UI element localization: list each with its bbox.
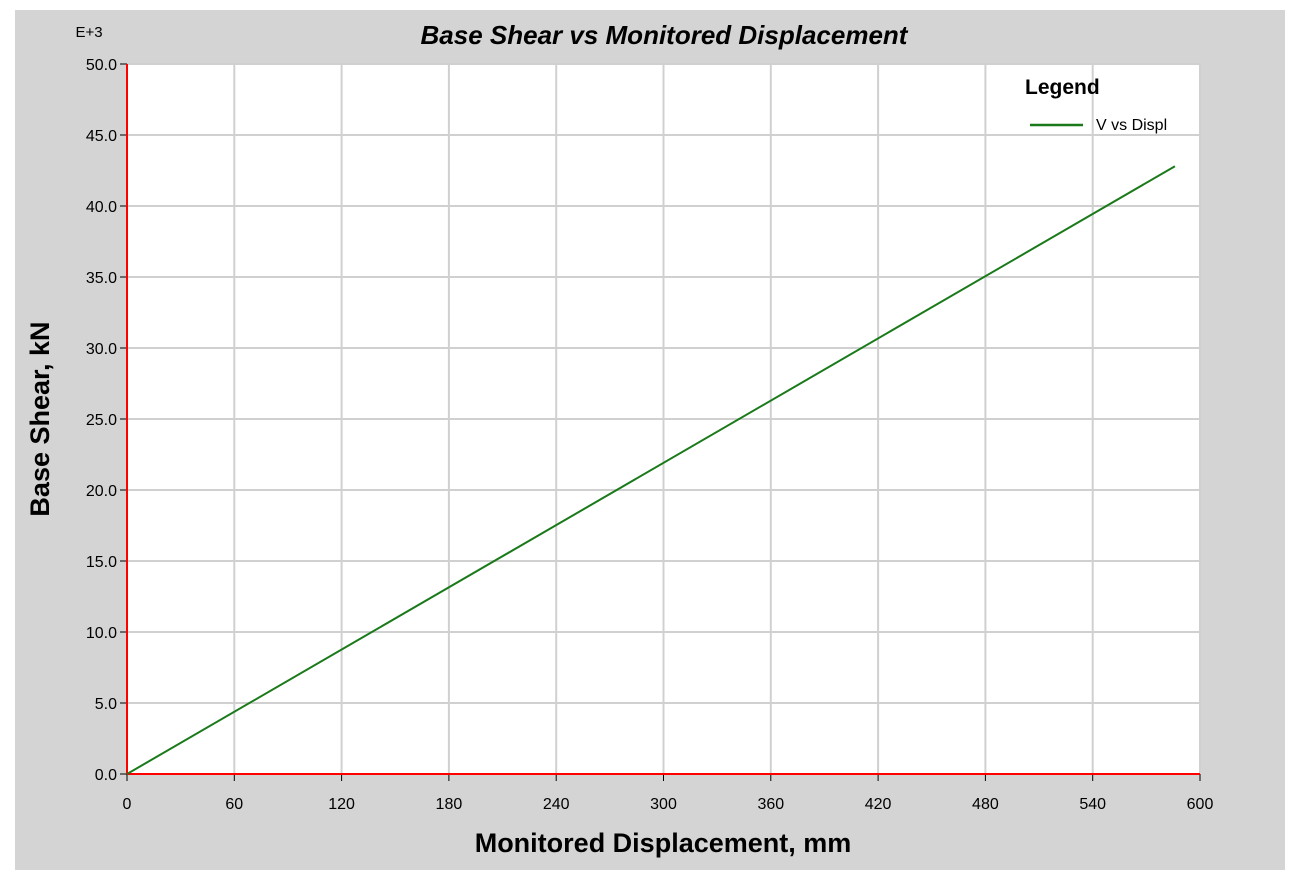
y-tick-label: 20.0 — [86, 483, 117, 500]
series-line — [126, 165, 1176, 775]
y-tick-label: 25.0 — [86, 412, 117, 429]
y-tick-label: 0.0 — [95, 767, 117, 784]
y-tick-label: 15.0 — [86, 554, 117, 571]
x-tick-label: 300 — [650, 796, 677, 813]
x-tick-label: 0 — [123, 796, 132, 813]
series-group — [126, 165, 1176, 775]
y-tick-label: 5.0 — [95, 696, 117, 713]
chart-title: Base Shear vs Monitored Displacement — [421, 20, 909, 50]
x-tick-label: 360 — [757, 796, 784, 813]
y-tick-label: 10.0 — [86, 625, 117, 642]
x-tick-label: 120 — [328, 796, 355, 813]
grid-lines — [127, 63, 1201, 774]
y-multiplier-label: E+3 — [75, 24, 102, 41]
x-tick-label: 420 — [865, 796, 892, 813]
y-tick-label: 30.0 — [86, 341, 117, 358]
x-axis-label: Monitored Displacement, mm — [475, 828, 852, 858]
x-tick-label: 240 — [543, 796, 570, 813]
y-tick-label: 45.0 — [86, 128, 117, 145]
x-tick-label: 600 — [1187, 796, 1214, 813]
legend-item-label: V vs Displ — [1096, 117, 1167, 134]
x-tick-label: 180 — [436, 796, 463, 813]
x-tick-label: 60 — [225, 796, 243, 813]
tick-labels: 0 60 120 180 240 300 360 420 480 540 600 0.0 5.0 10.0… — [86, 57, 1214, 813]
x-tick-label: 480 — [972, 796, 999, 813]
legend: Legend V vs Displ — [1025, 76, 1167, 134]
x-tick-label: 540 — [1079, 796, 1106, 813]
y-axis-label: Base Shear, kN — [25, 321, 55, 516]
y-tick-label: 50.0 — [86, 57, 117, 74]
y-tick-label: 40.0 — [86, 199, 117, 216]
axes — [120, 63, 1201, 781]
y-tick-label: 35.0 — [86, 270, 117, 287]
legend-title: Legend — [1025, 76, 1100, 99]
